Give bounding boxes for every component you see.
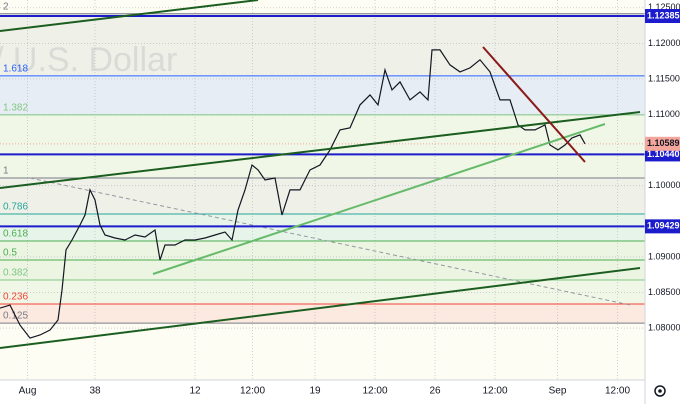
fib-label: 0.236 (3, 292, 28, 303)
dashed-trend-line (29, 177, 631, 306)
level-label: 1.12385 (647, 10, 680, 20)
fib-label: 0.5 (3, 248, 17, 259)
fib-band (0, 280, 645, 304)
level-label-box (645, 219, 680, 234)
y-tick-label: 1.09000 (648, 251, 680, 261)
x-tick-label: 12:00 (362, 386, 387, 397)
time-axis (0, 380, 645, 404)
x-tick-label: 12:00 (240, 386, 265, 397)
last-price-box (645, 136, 680, 151)
fib-label: 0.786 (3, 202, 28, 213)
y-tick-label: 1.08000 (648, 322, 680, 332)
fib-band (0, 114, 645, 178)
fib-label: 2 (3, 1, 9, 12)
trend-line (0, 111, 641, 189)
fib-band (0, 75, 645, 115)
x-tick-label: Aug (19, 386, 37, 397)
settings-icon[interactable] (654, 385, 666, 397)
level-label-box (645, 147, 680, 162)
level-label: 1.09429 (647, 221, 680, 231)
last-price-label: 1.10589 (647, 138, 680, 148)
price-axis (645, 0, 680, 404)
y-tick-label: 1.12500 (648, 2, 680, 12)
level-label: 1.10440 (647, 149, 680, 159)
plot-background (0, 0, 645, 380)
y-tick-label: 1.08500 (648, 287, 680, 297)
fib-label: 1.618 (3, 63, 28, 74)
x-tick-label: 26 (429, 386, 441, 397)
price-line (0, 49, 586, 339)
x-tick-label: 19 (309, 386, 321, 397)
x-tick-label: 38 (89, 386, 101, 397)
trend-line (152, 123, 606, 275)
fib-label: 1 (3, 166, 9, 177)
x-tick-label: Sep (549, 386, 567, 397)
watermark: / U.S. Dollar (0, 41, 177, 79)
x-tick-label: 12 (189, 386, 201, 397)
y-tick-label: 1.11500 (648, 73, 680, 83)
fib-label: 0.618 (3, 229, 28, 240)
level-label-box (645, 9, 680, 24)
fib-band (0, 260, 645, 281)
y-tick-label: 1.11000 (648, 109, 680, 119)
fib-band (0, 304, 645, 324)
fib-label: 0.382 (3, 268, 28, 279)
trend-line (482, 46, 586, 163)
y-tick-label: 1.12000 (648, 38, 680, 48)
trend-line (0, 0, 259, 32)
fib-band (0, 177, 645, 214)
fib-label: 1.382 (3, 103, 28, 114)
trend-line (0, 267, 641, 349)
x-tick-label: 12:00 (605, 386, 630, 397)
fib-band (0, 13, 645, 76)
x-tick-label: 12:00 (482, 386, 507, 397)
y-tick-label: 1.10000 (648, 180, 680, 190)
